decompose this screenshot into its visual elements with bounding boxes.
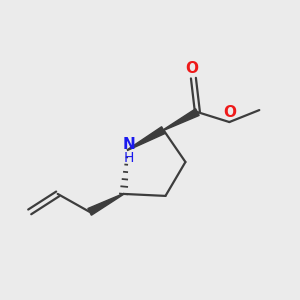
Polygon shape — [88, 194, 124, 215]
Text: O: O — [223, 105, 236, 120]
Text: H: H — [123, 151, 134, 165]
Polygon shape — [163, 109, 199, 130]
Text: O: O — [185, 61, 198, 76]
Polygon shape — [127, 127, 165, 150]
Text: N: N — [122, 136, 135, 152]
